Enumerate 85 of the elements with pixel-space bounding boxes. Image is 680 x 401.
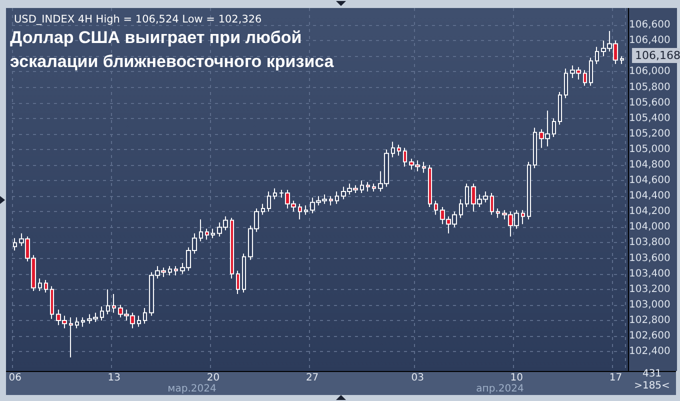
y-tick-label: 106,400 [629,35,670,46]
text: >185< [634,380,670,392]
candlestick [69,316,73,358]
candlestick [75,316,79,329]
candlestick [428,164,432,208]
candlestick [81,316,85,328]
y-tick-label: 105,000 [629,144,670,155]
candlestick [533,127,537,169]
candlestick [304,204,308,216]
y-tick-label: 105,200 [629,128,670,140]
candlestick [620,56,624,64]
y-tick-label: 106,000 [629,66,670,78]
candlestick [273,188,277,200]
candlestick [112,294,116,314]
candlestick [205,228,209,240]
x-tick-label: 13 [108,372,121,384]
candlestick [13,238,17,252]
candlestick [583,70,587,86]
y-tick-label: 105,400 [629,112,670,124]
candlestick [137,315,141,328]
y-tick-label: 105,600 [629,97,670,108]
y-tick-label: 103,800 [629,237,670,248]
candlestick [335,190,339,204]
text: Доллар США выиграет при любой эскалации ближневосточного кризиса [10,27,335,73]
y-tick-label: 106,600 [629,20,670,31]
y-tick-label: 103,400 [629,268,670,280]
y-tick-label: 103,600 [629,252,670,264]
candlestick [360,180,364,194]
x-tick-label: 03 [411,372,424,384]
candlestick [267,190,271,212]
candlestick [366,182,370,192]
candlestick [242,253,246,293]
candlestick [465,183,469,208]
text: 431 [642,368,662,380]
candlestick [391,141,395,158]
candlestick [558,91,562,126]
candlestick [106,288,110,315]
candlestick [564,68,568,99]
y-tick-label: 105,800 [629,82,670,93]
x-tick-label: 27 [306,372,319,384]
x-tick-label: 20 [206,372,220,384]
candlestick [397,144,401,156]
candlestick [552,118,556,138]
candlestick [38,278,42,292]
candlestick [434,200,438,216]
candlestick [261,203,265,216]
candlestick [199,218,203,242]
y-tick-label: 102,400 [629,346,670,358]
candlestick [595,46,599,64]
x-tick-label: 10 [510,372,524,384]
candlestick [403,147,407,168]
candlestick [459,198,463,218]
candlestick [490,192,494,216]
candlestick [211,228,215,239]
candlestick [496,208,500,218]
candlestick [422,161,426,174]
candlestick [44,280,48,293]
y-tick-label: 104,600 [629,175,670,186]
text: 106,168 [635,49,680,62]
candlestick [50,286,54,320]
candlestick [521,210,525,225]
text: мар.2024 [168,384,216,394]
candlestick [168,266,172,276]
y-tick-label: 104,400 [629,190,670,202]
candlestick [329,196,333,206]
candlestick [230,217,234,279]
x-tick-label: 06 [8,372,22,384]
candlestick [100,306,104,321]
candlestick [589,57,593,86]
candlestick [143,308,147,324]
y-tick-label: 104,200 [629,206,670,218]
candlestick [236,270,240,295]
y-tick-label: 102,600 [629,330,670,342]
x-tick-label: 17 [609,372,622,384]
text: USD_INDEX 4H High = 106,524 Low = 102,326 [14,14,262,26]
y-tick-label: 104,000 [629,222,670,233]
y-tick-label: 103,200 [629,284,670,295]
y-tick-label: 104,800 [629,160,670,171]
y-tick-label: 103,000 [629,299,670,310]
candlestick [174,266,178,276]
candlestick [298,203,302,220]
candlestick [527,161,531,220]
text: апр.2024 [476,384,524,394]
y-tick-label: 102,800 [629,314,670,326]
candlestick [372,183,376,192]
